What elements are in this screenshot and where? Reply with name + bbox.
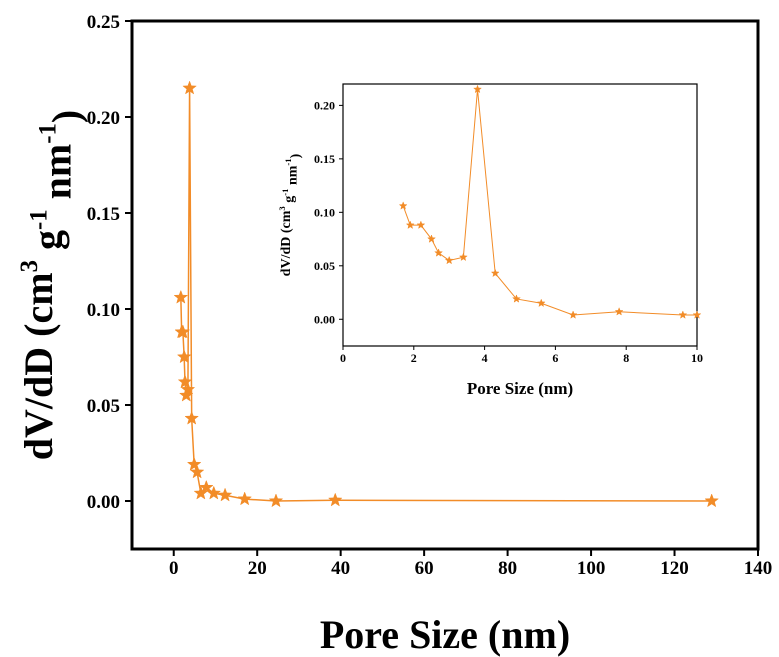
- data-point: [193, 485, 209, 500]
- x-tick-label: 80: [498, 558, 517, 579]
- inset-data-point: [678, 310, 688, 319]
- data-point: [186, 456, 202, 471]
- data-point: [189, 464, 205, 479]
- inset-y-tick-label: 0.15: [314, 152, 335, 166]
- inset-data-point: [614, 307, 624, 316]
- inset-plot: 0 2 4 6 8 10 0.00 0.05 0.10 0.15 0.20 Pore Size (nm…: [277, 83, 703, 398]
- inset-data-point: [444, 255, 454, 265]
- data-point: [180, 381, 196, 396]
- inset-data-point: [398, 201, 408, 210]
- data-point: [206, 485, 222, 500]
- inset-x-tick-label: 2: [411, 351, 417, 365]
- inset-data-point: [416, 220, 426, 229]
- y-tick-label: 0.10: [87, 300, 120, 321]
- main-plot: 0 20 40 60 80 100 120 1400.000.050.100.150.200.…: [16, 12, 772, 657]
- inset-x-tick-label: 8: [623, 351, 629, 365]
- data-point: [176, 349, 192, 364]
- inset-data-point: [536, 298, 546, 308]
- x-tick-label: 120: [660, 558, 689, 579]
- y-tick-label: 0.15: [87, 204, 120, 225]
- inset-data-point: [427, 234, 436, 243]
- data-point: [175, 324, 191, 339]
- x-tick-label: 60: [415, 558, 434, 579]
- plot-frame: [130, 19, 760, 551]
- inset-x-tick-label: 6: [552, 351, 558, 365]
- data-point: [268, 493, 284, 508]
- inset-data-point: [458, 252, 468, 262]
- inset-data-point: [692, 310, 702, 319]
- y-axis-label: dV/dD (cm3 g-1 nm-1): [277, 153, 304, 276]
- y-tick-label: 0.25: [87, 12, 120, 33]
- inset-data-point: [405, 220, 415, 229]
- inset-data-point: [473, 84, 482, 94]
- inset-data-point: [434, 248, 444, 257]
- data-point: [704, 493, 720, 508]
- inset-x-tick-label: 10: [691, 351, 703, 365]
- inset-y-tick-label: 0.00: [314, 312, 335, 326]
- data-point: [184, 410, 200, 425]
- inset-series-line: [402, 89, 697, 316]
- y-tick-label: 0.00: [87, 492, 120, 513]
- y-axis-label: dV/dD (cm3 g-1 nm-1): [16, 110, 88, 460]
- data-point: [327, 492, 343, 507]
- inset-x-tick-label: 4: [482, 351, 488, 365]
- inset-x-tick-label: 0: [340, 351, 346, 365]
- inset-data-point: [511, 294, 521, 303]
- data-point: [182, 80, 197, 95]
- x-tick-label: 140: [744, 558, 773, 579]
- inset-data-point: [568, 310, 578, 319]
- x-axis-label: Pore Size (nm): [320, 612, 570, 657]
- data-point: [177, 374, 193, 389]
- inset-y-tick-label: 0.20: [314, 98, 335, 112]
- x-tick-label: 40: [331, 558, 350, 579]
- inset-x-axis-label: Pore Size (nm): [467, 379, 573, 398]
- data-point: [217, 487, 233, 502]
- data-point: [173, 289, 189, 304]
- data-point: [198, 479, 214, 494]
- data-point: [237, 491, 253, 506]
- series-line: [180, 88, 712, 502]
- x-tick-label: 0: [169, 558, 179, 579]
- inset-plot-frame: [342, 83, 698, 347]
- x-tick-label: 100: [577, 558, 606, 579]
- y-tick-label: 0.05: [87, 396, 120, 417]
- inset-y-tick-label: 0.05: [314, 259, 335, 273]
- y-tick-label: 0.20: [87, 108, 120, 129]
- inset-data-point: [490, 268, 500, 278]
- x-tick-label: 20: [248, 558, 267, 579]
- inset-y-tick-label: 0.10: [314, 205, 335, 219]
